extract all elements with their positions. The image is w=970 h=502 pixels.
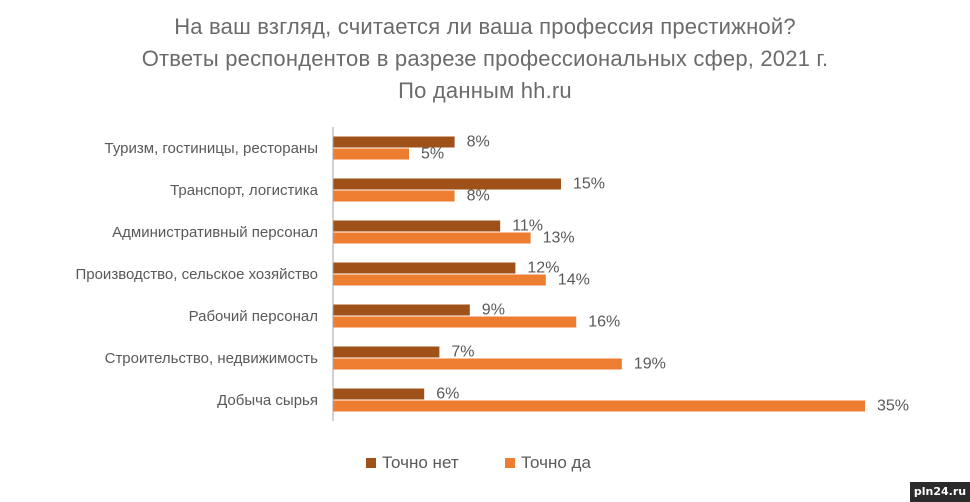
data-label-yes: 35% [877,398,909,415]
legend-label-no: Точно нет [382,453,459,472]
category-label: Административный персонал [112,224,318,241]
chart-title-line-2: Ответы респондентов в разрезе профессион… [141,46,829,71]
legend-label-yes: Точно да [521,453,591,472]
data-label-no: 15% [573,176,605,193]
legend-swatch-no [366,458,376,468]
category-label: Производство, сельское хозяйство [75,266,318,283]
data-label-no: 9% [482,302,505,319]
bar-yes [333,148,409,160]
chart-title-line-1: На ваш взгляд, считается ли ваша професс… [174,14,796,39]
category-label: Добыча сырья [217,392,318,409]
category-label: Строительство, недвижимость [105,350,319,367]
bar-no [333,178,561,190]
bar-no [333,220,501,232]
bar-yes [333,190,455,202]
data-label-no: 11% [512,218,543,235]
bar-yes [333,274,546,286]
chart-title-line-3: По данным hh.ru [398,78,572,103]
watermark: pln24.ru [910,482,970,502]
data-label-no: 7% [451,344,474,361]
category-label: Туризм, гостиницы, рестораны [105,140,318,157]
data-label-yes: 16% [588,314,620,331]
bar-yes [333,316,577,328]
bar-no [333,136,455,148]
bar-no [333,262,516,274]
bar-no [333,304,470,316]
data-label-yes: 13% [543,230,575,247]
data-label-yes: 19% [634,356,666,373]
data-label-no: 6% [436,386,459,403]
data-label-yes: 5% [421,146,444,163]
category-label: Транспорт, логистика [170,182,319,199]
bar-yes [333,232,531,244]
bar-no [333,388,425,400]
data-label-yes: 8% [467,188,490,205]
bar-no [333,346,440,358]
legend-swatch-yes [505,458,515,468]
data-label-no: 8% [467,134,490,151]
data-label-yes: 14% [558,272,590,289]
data-label-no: 12% [527,260,559,277]
bar-yes [333,400,865,412]
bar-yes [333,358,622,370]
category-label: Рабочий персонал [189,308,318,325]
